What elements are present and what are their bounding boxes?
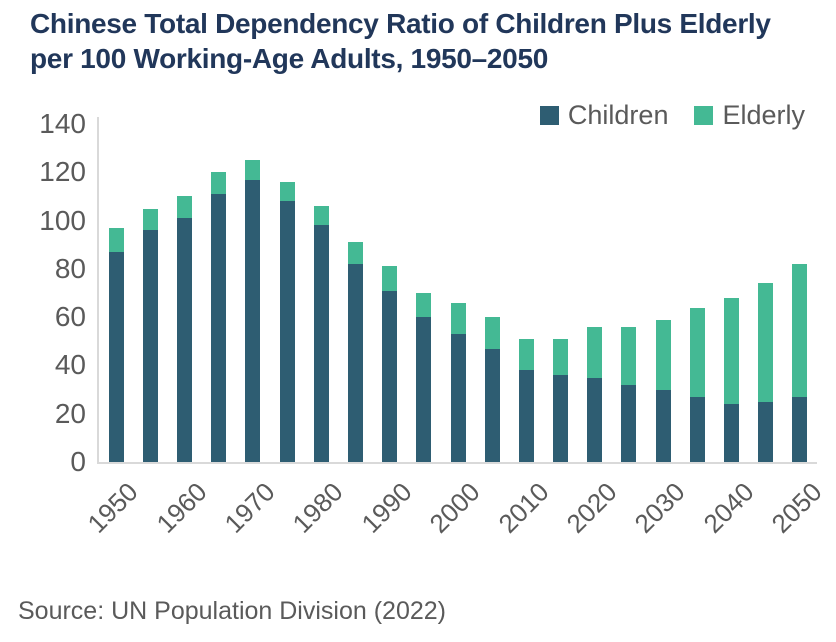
elderly-segment [142, 208, 158, 231]
children-segment [689, 396, 705, 462]
bar-2035 [689, 307, 705, 462]
elderly-segment [176, 196, 192, 219]
elderly-segment [211, 172, 227, 195]
x-tick-label: 2040 [697, 476, 760, 539]
source-note: Source: UN Population Division (2022) [18, 597, 446, 625]
children-segment [245, 179, 261, 462]
x-tick-label: 1990 [355, 476, 418, 539]
children-segment [724, 404, 740, 462]
children-segment [382, 290, 398, 462]
bar-1995 [416, 293, 432, 462]
children-segment [484, 348, 500, 462]
legend-label: Children [567, 100, 669, 130]
bar-1990 [382, 266, 398, 462]
bar-1970 [245, 160, 261, 462]
elderly-segment [689, 307, 705, 397]
x-axis-labels: 1950 1960 1970 1980 1990 2000 2010 2020 2030 2040… [82, 464, 828, 559]
bar-2015 [553, 338, 569, 462]
x-tick-label: 2050 [765, 476, 828, 539]
x-tick-label: 1950 [81, 476, 144, 539]
children-segment [587, 377, 603, 462]
elderly-segment [279, 182, 295, 202]
children-segment [279, 201, 295, 462]
y-tick-label: 120 [39, 156, 86, 188]
elderly-segment [347, 242, 363, 265]
elderly-segment [245, 160, 261, 180]
children-segment [553, 375, 569, 462]
y-tick-label: 140 [39, 108, 86, 140]
bar-1960 [176, 196, 192, 462]
elderly-segment [313, 206, 329, 226]
bar-1965 [211, 172, 227, 462]
children-segment [211, 194, 227, 462]
x-tick-label: 1980 [286, 476, 350, 539]
children-segment [621, 384, 637, 462]
legend-item-children: Children [539, 100, 669, 131]
elderly-segment [553, 338, 569, 376]
bar-2005 [484, 317, 500, 462]
chart-title-line2: per 100 Working-Age Adults, 1950–2050 [30, 43, 549, 74]
legend-swatch-elderly [694, 106, 714, 125]
children-segment [176, 218, 192, 462]
x-tick-label: 2020 [560, 476, 623, 539]
elderly-segment [382, 266, 398, 291]
x-tick-label: 2000 [423, 476, 486, 539]
elderly-segment [758, 283, 774, 402]
chart-title: Chinese Total Dependency Ratio of Childr… [30, 6, 771, 76]
elderly-segment [450, 302, 466, 335]
children-segment [313, 225, 329, 462]
bar-1955 [142, 208, 158, 462]
x-tick-label: 1960 [150, 476, 213, 539]
bar-2030 [655, 319, 671, 462]
plot-area: 1950 1960 1970 1980 1990 2000 2010 2020 2030 2040… [82, 117, 828, 539]
children-segment [450, 334, 466, 462]
bar-1980 [313, 206, 329, 462]
children-segment [142, 230, 158, 462]
bar-1975 [279, 182, 295, 462]
children-segment [108, 251, 124, 462]
elderly-segment [655, 319, 671, 390]
y-tick-label: 100 [39, 204, 86, 236]
bar-1950 [108, 227, 124, 462]
children-segment [416, 317, 432, 462]
y-axis-labels: 0 20 40 60 80 100 120 140 [0, 108, 86, 477]
legend-label: Elderly [722, 100, 805, 130]
children-segment [792, 396, 808, 462]
elderly-segment [108, 227, 124, 252]
x-tick-label: 2010 [492, 476, 555, 539]
children-segment [655, 389, 671, 462]
y-tick-label: 60 [54, 301, 86, 333]
chart-title-line1: Chinese Total Dependency Ratio of Childr… [30, 8, 771, 39]
legend-item-elderly: Elderly [694, 100, 805, 131]
children-segment [758, 401, 774, 462]
x-tick-label: 2030 [628, 476, 691, 539]
bar-2000 [450, 302, 466, 462]
x-tick-label: 1970 [218, 476, 281, 539]
bar-2010 [518, 338, 534, 462]
y-tick-label: 0 [70, 446, 86, 477]
y-tick-label: 80 [54, 252, 86, 284]
bar-2040 [724, 297, 740, 462]
children-segment [347, 264, 363, 462]
elderly-segment [724, 297, 740, 405]
children-segment [518, 370, 534, 462]
bar-2050 [792, 264, 808, 462]
elderly-segment [792, 264, 808, 397]
elderly-segment [416, 293, 432, 318]
elderly-segment [587, 326, 603, 378]
bar-2020 [587, 326, 603, 462]
elderly-segment [518, 338, 534, 371]
elderly-segment [621, 326, 637, 385]
bar-1985 [347, 242, 363, 462]
y-tick-label: 20 [54, 397, 86, 429]
bar-2045 [758, 283, 774, 462]
bar-2025 [621, 326, 637, 462]
legend-swatch-children [539, 106, 559, 125]
elderly-segment [484, 317, 500, 349]
y-tick-label: 40 [54, 349, 86, 381]
legend: Children Elderly [539, 100, 805, 131]
